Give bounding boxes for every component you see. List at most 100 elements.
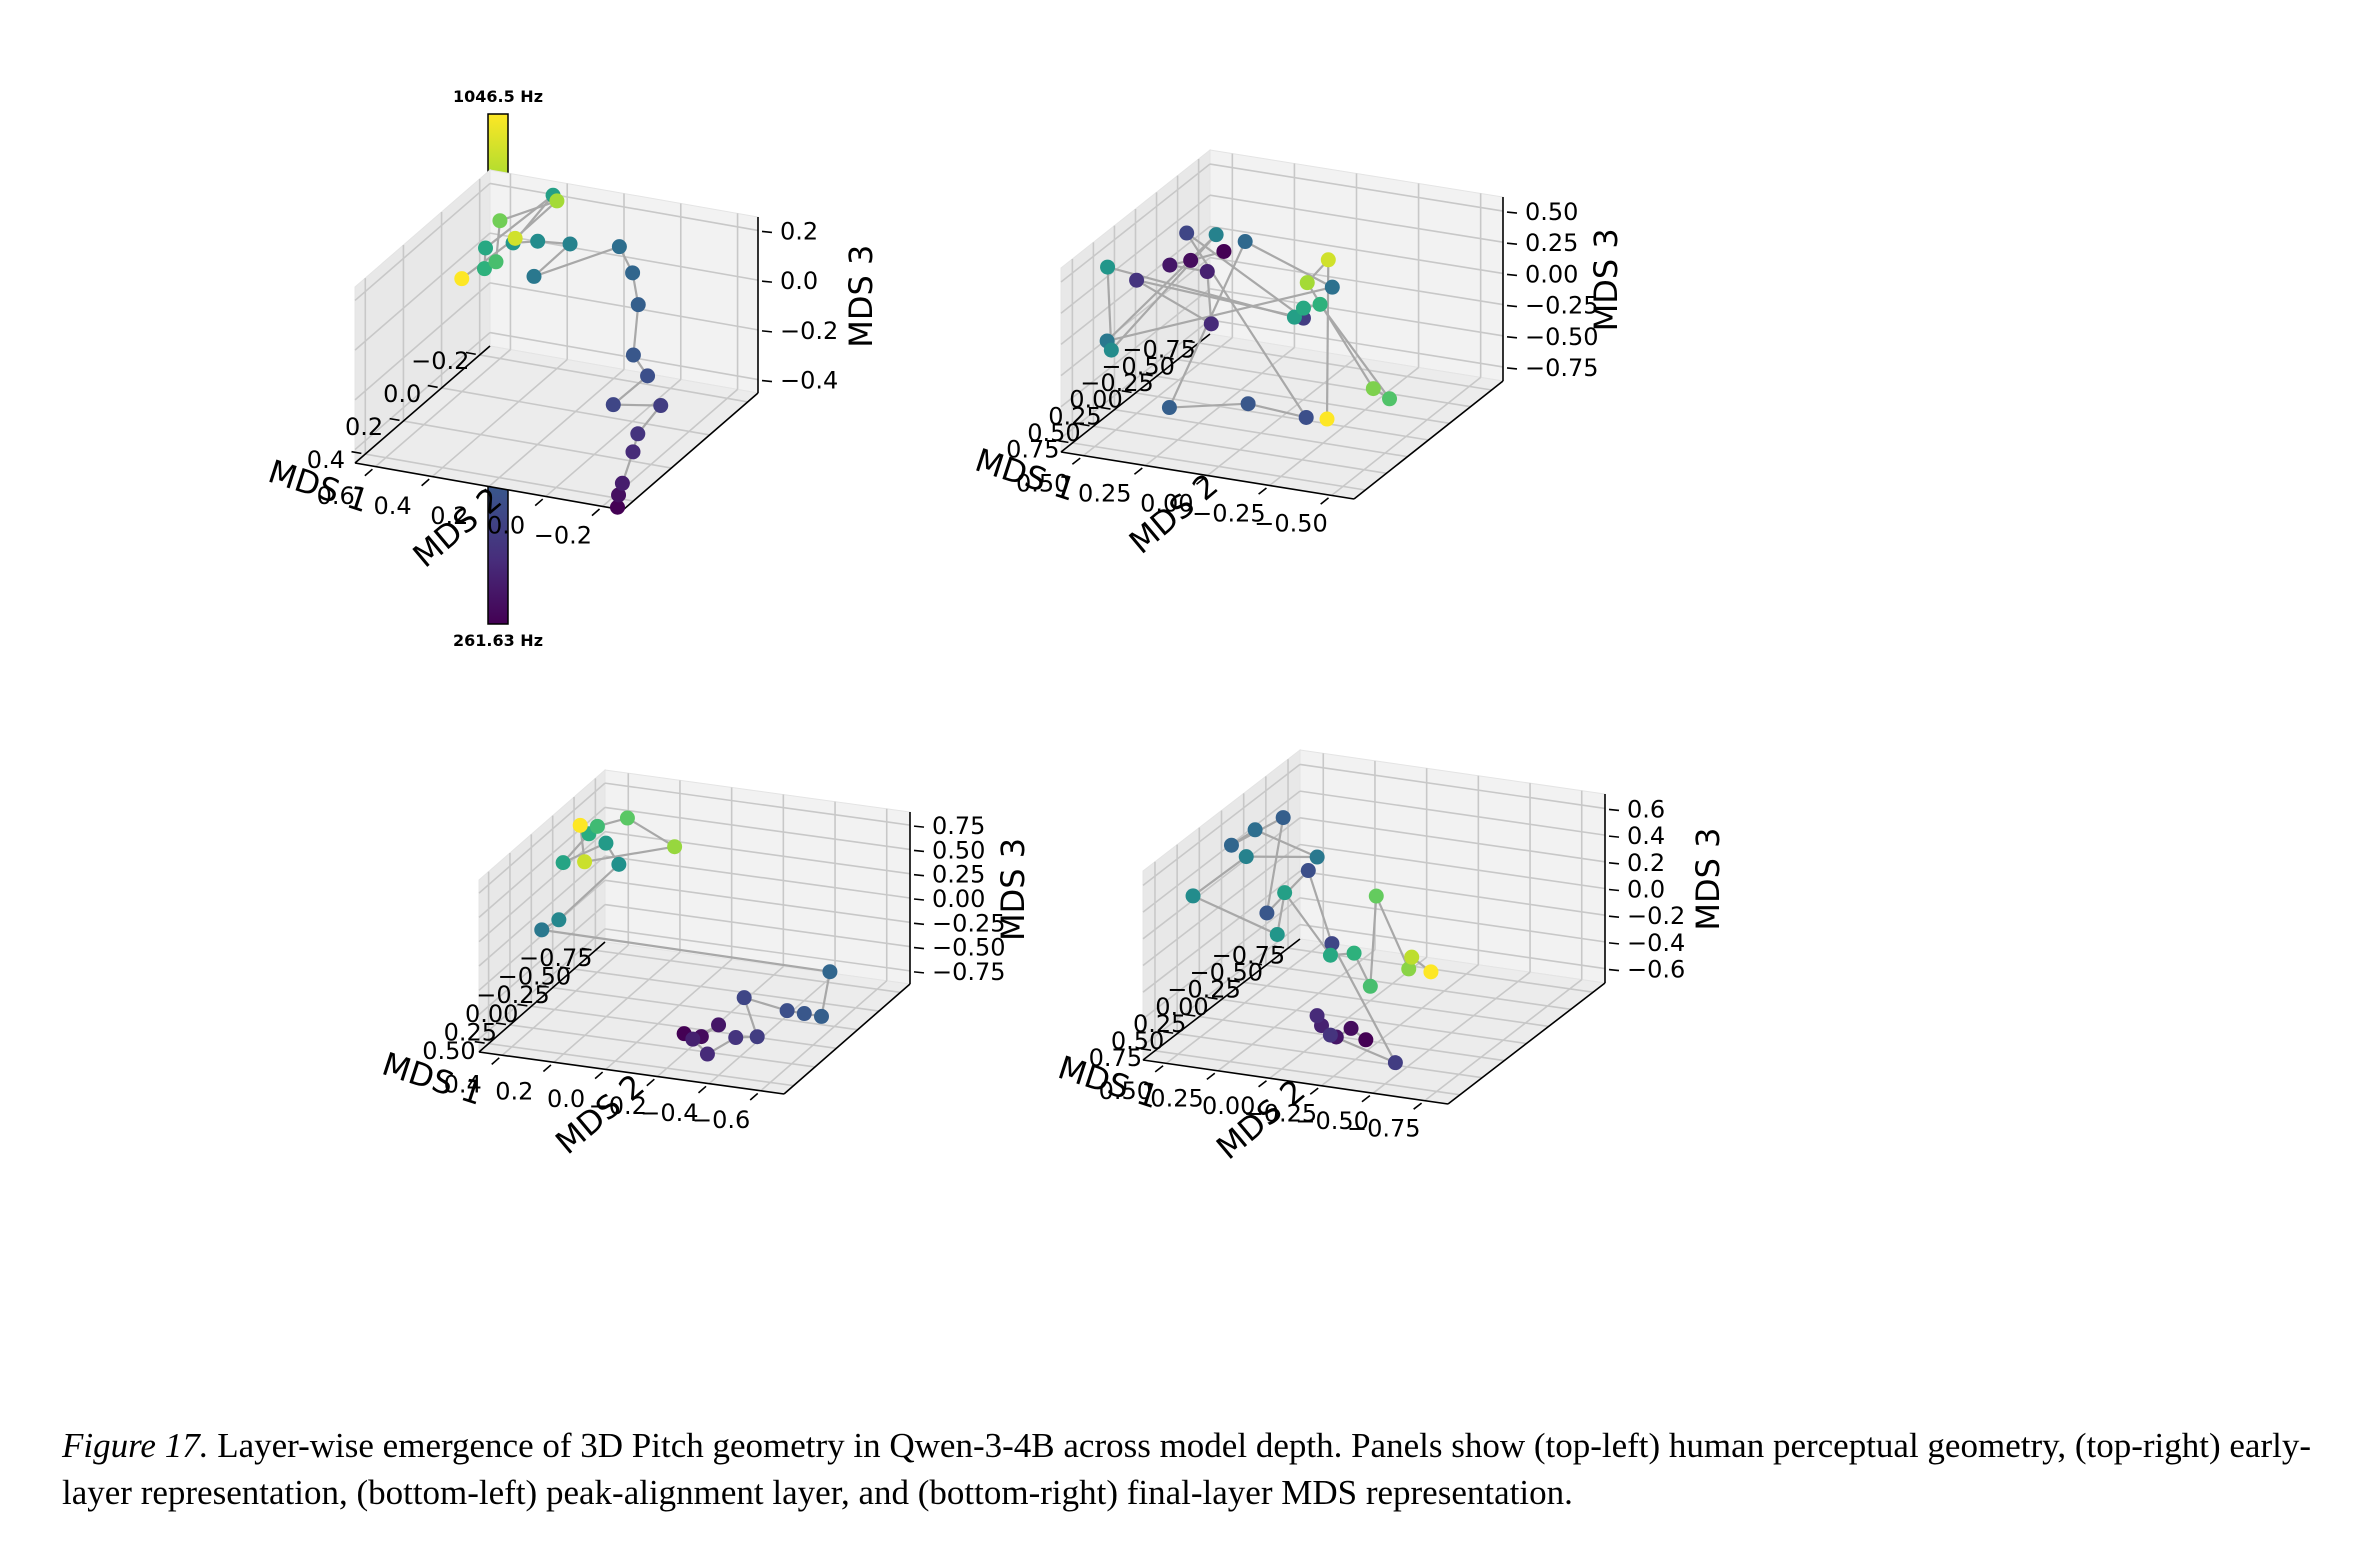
grid-line xyxy=(760,980,888,1092)
data-point xyxy=(728,1030,744,1046)
grid-line xyxy=(1209,287,1504,337)
data-point xyxy=(736,990,752,1006)
tick-mark xyxy=(913,825,925,828)
data-point xyxy=(749,1029,765,1045)
trajectory-segment xyxy=(626,817,676,848)
trajectory-segment xyxy=(1307,870,1333,944)
grid-line xyxy=(1199,1015,1505,1062)
grid-line xyxy=(1060,163,1211,283)
data-point xyxy=(555,855,571,871)
grid-line xyxy=(604,830,911,875)
data-point xyxy=(685,1031,701,1047)
trajectory-segment xyxy=(1110,233,1217,351)
grid-line xyxy=(604,855,911,899)
data-point xyxy=(699,1046,715,1062)
grid-line xyxy=(374,348,511,468)
trajectory-segment xyxy=(613,403,661,407)
data-point xyxy=(611,856,627,872)
tick-mark xyxy=(1506,211,1518,214)
mds3-axis-label: MDS 3 xyxy=(1689,828,1727,931)
mds3-tick-label: −0.4 xyxy=(1627,929,1685,957)
data-point xyxy=(1129,272,1145,288)
mds3-tick-label: 0.0 xyxy=(780,267,818,295)
mds3-axis-label: MDS 3 xyxy=(1587,228,1625,331)
tick-mark xyxy=(1608,862,1620,865)
data-point xyxy=(779,1003,795,1019)
mds1-tick-label: 0.75 xyxy=(1089,1044,1142,1072)
tick-mark xyxy=(1206,1072,1216,1080)
trajectory-segment xyxy=(1283,891,1332,956)
trajectory-segment xyxy=(514,200,558,240)
grid-line xyxy=(1209,319,1504,368)
grid-line xyxy=(1154,1049,1461,1096)
grid-line xyxy=(573,968,880,1012)
axis-line-mds1-edge xyxy=(1060,333,1211,453)
data-point xyxy=(1237,234,1253,250)
grid-line xyxy=(1209,225,1504,275)
tick-mark xyxy=(1608,888,1620,892)
tick-mark xyxy=(1274,945,1285,949)
mds3-tick-label: −0.2 xyxy=(1627,902,1685,930)
trajectory-segment xyxy=(1106,286,1333,343)
mds1-tick-label: 0.50 xyxy=(1027,419,1080,447)
mds1-tick-label: −0.50 xyxy=(498,963,572,991)
tick-mark xyxy=(1207,996,1218,1000)
data-point xyxy=(562,236,578,252)
data-point xyxy=(1346,945,1362,961)
trajectory-segment xyxy=(1192,894,1278,936)
mds2-tick-label: −0.25 xyxy=(1244,1099,1318,1127)
trajectory-segment xyxy=(1265,817,1285,914)
tick-mark xyxy=(761,280,773,283)
grid-line xyxy=(1269,366,1420,487)
mds3-tick-label: −0.50 xyxy=(1525,323,1599,351)
grid-line xyxy=(1424,979,1583,1102)
mds2-tick-label: 0.2 xyxy=(495,1078,533,1106)
tick-mark xyxy=(591,508,601,517)
data-point xyxy=(1295,300,1311,316)
mds3-tick-label: 0.75 xyxy=(932,812,985,840)
data-point xyxy=(577,854,593,870)
grid-line xyxy=(354,282,491,401)
mds3-tick-label: 0.2 xyxy=(1627,849,1665,877)
grid-line xyxy=(1165,941,1324,1064)
data-point xyxy=(1362,978,1378,994)
axis-line-mds1-edge xyxy=(1142,938,1301,1061)
data-point xyxy=(667,839,683,855)
grid-line xyxy=(488,368,625,488)
data-point xyxy=(1183,252,1199,268)
tick-mark xyxy=(1506,273,1518,277)
data-point xyxy=(1365,381,1381,397)
data-point xyxy=(478,240,494,256)
mds3-tick-label: 0.00 xyxy=(932,885,985,913)
grid-line xyxy=(509,1024,816,1068)
axis-line-mds1 xyxy=(1142,1059,1449,1105)
figure-caption: Figure 17. Layer-wise emergence of 3D Pi… xyxy=(62,1422,2322,1516)
tick-mark xyxy=(474,1040,485,1044)
trajectory-segment xyxy=(1254,828,1318,859)
grid-line xyxy=(1060,256,1211,377)
mds3-tick-label: 0.0 xyxy=(1627,876,1665,904)
tick-mark xyxy=(1079,423,1090,427)
grid-line xyxy=(605,958,733,1071)
grid-line xyxy=(1331,376,1482,497)
tick-mark xyxy=(913,946,925,950)
tick-mark xyxy=(646,1078,655,1087)
grid-line xyxy=(1082,336,1233,457)
mds2-tick-label: 0.0 xyxy=(547,1085,585,1113)
trajectory-segment xyxy=(584,845,675,863)
tick-mark xyxy=(1608,915,1620,918)
grid-line xyxy=(1299,790,1606,836)
mds3-tick-label: −0.4 xyxy=(780,367,838,395)
trajectory-segment xyxy=(1330,943,1397,1064)
trajectory-segment xyxy=(1185,232,1308,419)
data-point xyxy=(1309,1008,1325,1024)
tick-mark xyxy=(1071,457,1081,465)
data-point xyxy=(1324,279,1340,295)
data-point xyxy=(1247,822,1263,838)
mds3-tick-label: −0.75 xyxy=(1525,354,1599,382)
tick-mark xyxy=(749,1092,759,1101)
mds3-tick-label: 0.25 xyxy=(932,861,985,889)
grid-line xyxy=(1177,1032,1483,1079)
data-point xyxy=(1300,863,1316,879)
grid-line xyxy=(1299,897,1606,943)
